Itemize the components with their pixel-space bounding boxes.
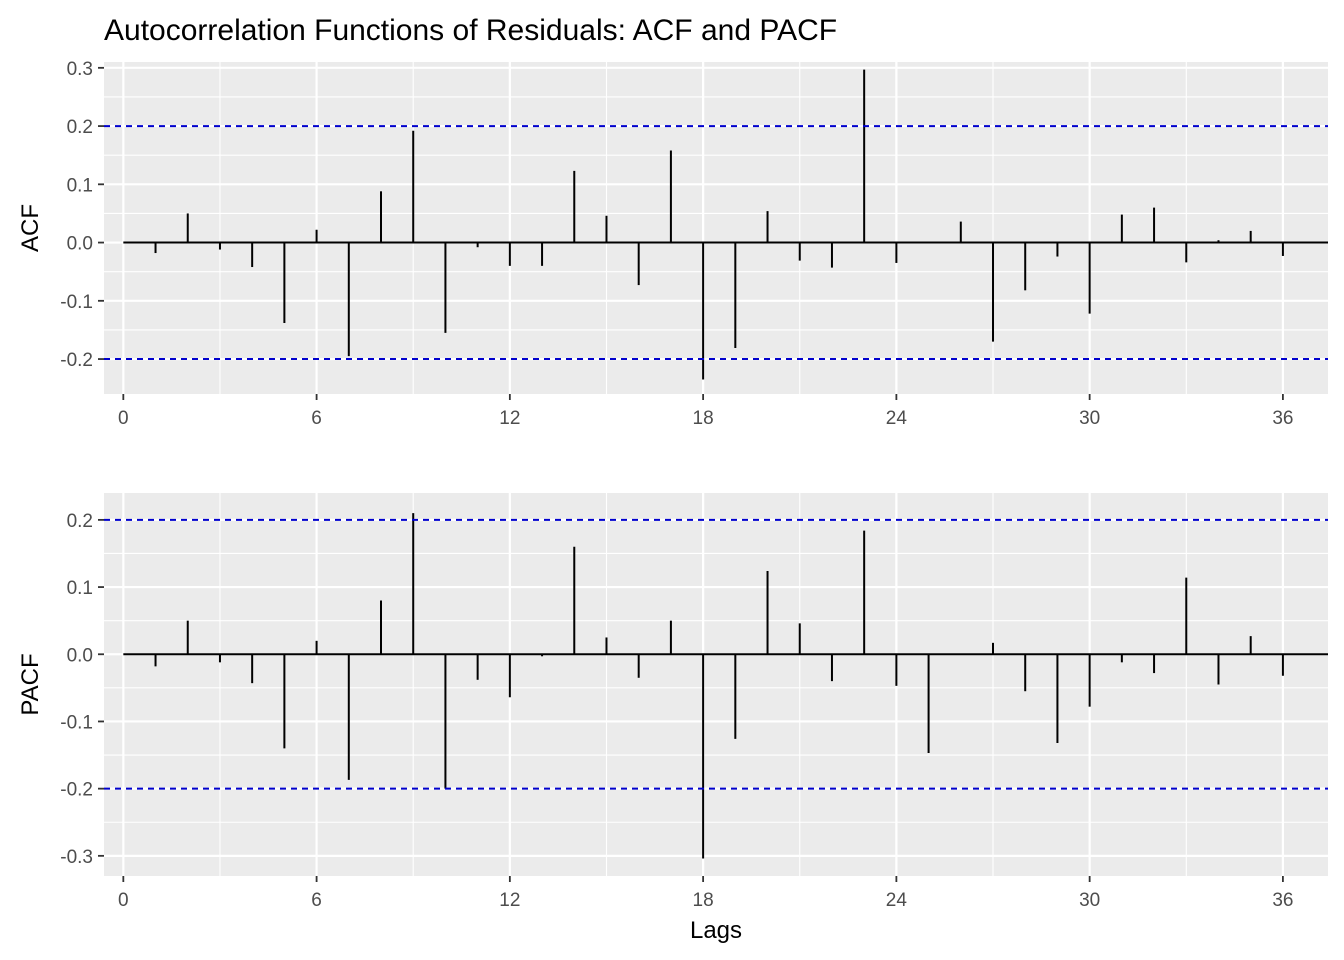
acf-y-tick-label: 0.0 — [67, 234, 93, 255]
pacf-x-tick-label: 36 — [1272, 890, 1293, 911]
pacf-panel: -0.3 -0.2 -0.1 0.0 0.1 0.2 0 6 12 18 24 30 36 PACF — [17, 493, 1328, 911]
pacf-x-tick-label: 30 — [1079, 890, 1100, 911]
chart-title: Autocorrelation Functions of Residuals: … — [104, 14, 837, 47]
acf-panel: -0.2 -0.1 0.0 0.1 0.2 0.3 0 6 12 18 24 30 36 ACF — [17, 59, 1328, 429]
pacf-x-tick-label: 24 — [886, 890, 908, 911]
acf-y-tick-label: 0.1 — [67, 175, 93, 196]
acf-x-tick-label: 18 — [693, 408, 714, 429]
acf-panel-background — [104, 62, 1328, 394]
acf-y-axis-title: ACF — [17, 204, 44, 252]
pacf-x-tick-label: 12 — [499, 890, 520, 911]
acf-x-tick-label: 36 — [1272, 408, 1293, 429]
acf-y-tick-label: -0.2 — [60, 350, 93, 371]
acf-y-tick-label: 0.3 — [67, 59, 93, 80]
pacf-y-tick-label: 0.0 — [67, 645, 93, 666]
pacf-x-tick-label: 6 — [311, 890, 322, 911]
acf-x-tick-label: 12 — [499, 408, 520, 429]
pacf-x-tick-label: 18 — [693, 890, 714, 911]
acf-y-tick-label: 0.2 — [67, 117, 93, 138]
pacf-y-tick-label: -0.2 — [60, 780, 93, 801]
x-axis-title: Lags — [690, 917, 742, 944]
pacf-panel-background — [104, 493, 1328, 876]
pacf-y-tick-label: -0.1 — [60, 712, 93, 733]
acf-y-tick-label: -0.1 — [60, 292, 93, 313]
pacf-y-axis-title: PACF — [17, 653, 44, 715]
acf-x-tick-label: 6 — [311, 408, 322, 429]
pacf-x-tick-label: 0 — [118, 890, 129, 911]
acf-x-tick-label: 24 — [886, 408, 908, 429]
acf-x-tick-label: 30 — [1079, 408, 1100, 429]
pacf-y-tick-label: 0.2 — [67, 511, 93, 532]
pacf-y-tick-label: 0.1 — [67, 578, 93, 599]
pacf-y-tick-label: -0.3 — [60, 847, 93, 868]
acf-x-tick-label: 0 — [118, 408, 129, 429]
